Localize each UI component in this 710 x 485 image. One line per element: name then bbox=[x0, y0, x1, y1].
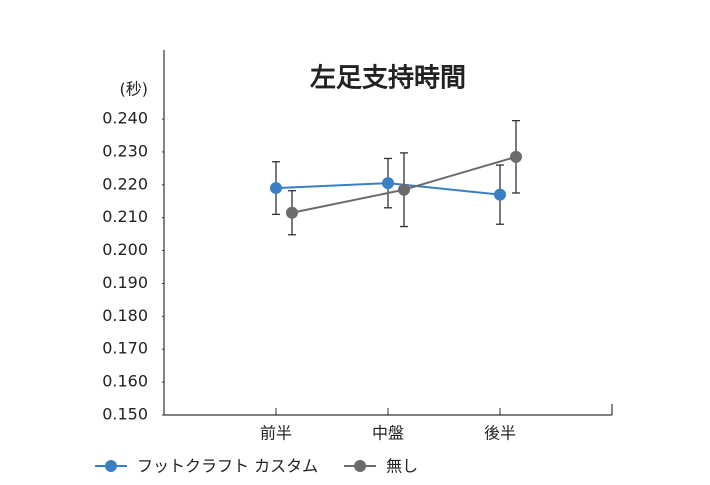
chart-title: 左足支持時間 bbox=[310, 64, 466, 94]
x-tick-label: 中盤 bbox=[372, 424, 404, 443]
y-tick-label: 0.210 bbox=[102, 207, 148, 226]
y-unit: (秒) bbox=[120, 80, 149, 99]
y-tick-label: 0.240 bbox=[102, 109, 148, 128]
point bbox=[494, 188, 506, 201]
y-tick-label: 0.230 bbox=[102, 141, 148, 160]
point bbox=[382, 177, 394, 190]
point bbox=[398, 183, 410, 196]
point bbox=[286, 206, 298, 219]
y-tick-label: 0.170 bbox=[102, 339, 148, 358]
y-tick-label: 0.200 bbox=[102, 240, 148, 259]
y-tick-label: 0.190 bbox=[102, 273, 148, 292]
y-tick-label: 0.180 bbox=[102, 306, 148, 325]
point bbox=[270, 182, 282, 195]
legend-marker bbox=[105, 460, 117, 472]
y-tick-label: 0.220 bbox=[102, 174, 148, 193]
x-tick-label: 後半 bbox=[484, 424, 516, 443]
legend-label: 無し bbox=[386, 457, 418, 476]
legend-label: フットクラフト カスタム bbox=[137, 457, 318, 476]
x-tick-label: 前半 bbox=[260, 424, 292, 443]
legend-marker bbox=[354, 460, 367, 472]
point bbox=[510, 150, 522, 163]
y-tick-label: 0.150 bbox=[102, 405, 148, 424]
y-tick-label: 0.160 bbox=[102, 372, 148, 391]
